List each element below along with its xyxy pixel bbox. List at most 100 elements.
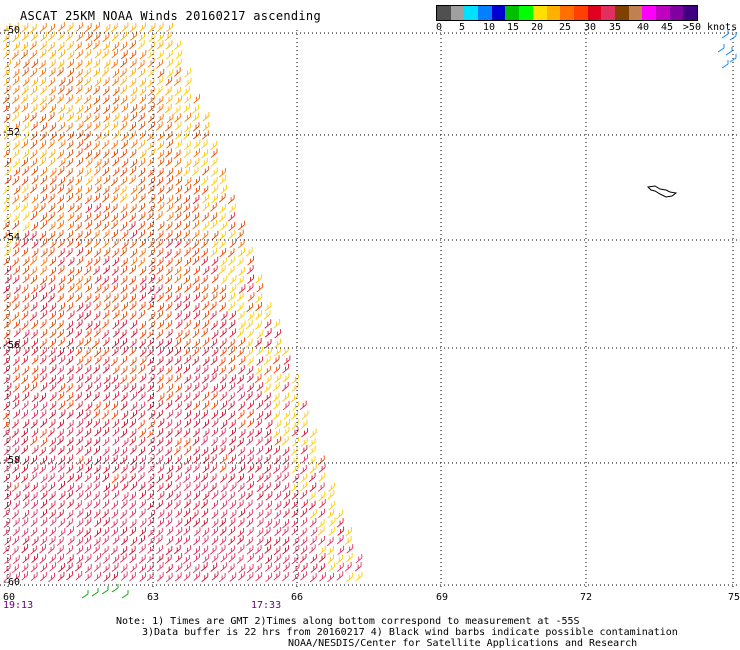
- wind-barb: [219, 292, 226, 303]
- wind-barb: [182, 329, 190, 340]
- wind-barb: [281, 463, 289, 473]
- wind-barb: [48, 445, 56, 455]
- wind-barb: [12, 212, 20, 223]
- wind-barb: [21, 284, 29, 294]
- wind-barb: [299, 490, 307, 500]
- wind-barb: [57, 391, 65, 401]
- wind-barb: [76, 22, 83, 32]
- wind-barb: [274, 419, 282, 430]
- wind-barb: [238, 247, 246, 258]
- wind-barb: [156, 329, 163, 339]
- wind-barb: [165, 221, 173, 231]
- wind-barb: [165, 76, 173, 86]
- wind-barb: [13, 409, 20, 419]
- wind-barb: [193, 176, 200, 186]
- wind-barb: [166, 409, 174, 420]
- wind-barb: [193, 365, 201, 375]
- wind-barb: [139, 356, 147, 366]
- wind-barb: [265, 572, 273, 583]
- wind-barb: [111, 76, 119, 87]
- wind-barb: [238, 401, 245, 411]
- wind-barb: [254, 563, 262, 573]
- wind-barb: [139, 77, 146, 88]
- wind-barb: [120, 401, 128, 411]
- wind-barb: [85, 220, 93, 230]
- wind-barb: [21, 310, 29, 321]
- wind-barb: [290, 446, 298, 456]
- wind-barb: [264, 302, 272, 312]
- wind-barb: [40, 437, 48, 447]
- wind-barb: [193, 454, 201, 464]
- wind-barb: [219, 328, 227, 338]
- wind-barb: [12, 76, 20, 86]
- wind-barb: [21, 41, 28, 52]
- wind-barb: [3, 103, 11, 113]
- colorbar-tick-label: 25: [558, 22, 572, 33]
- wind-barb: [137, 383, 145, 394]
- island-coastline: [646, 185, 678, 198]
- wind-barb: [166, 526, 174, 536]
- wind-barb: [228, 410, 235, 421]
- colorbar-swatch: [614, 6, 629, 20]
- wind-barb: [13, 347, 21, 357]
- wind-barb: [56, 536, 64, 546]
- wind-barb: [3, 40, 10, 51]
- wind-barb: [229, 374, 236, 384]
- wind-barb: [22, 455, 30, 466]
- wind-barb: [218, 445, 226, 455]
- wind-barb: [29, 149, 37, 160]
- wind-barb: [220, 221, 227, 231]
- wind-barb: [94, 131, 102, 142]
- wind-barb: [156, 544, 163, 555]
- wind-barb: [102, 265, 110, 275]
- wind-barb: [120, 365, 128, 375]
- wind-barb: [92, 113, 100, 123]
- wind-barb: [157, 157, 165, 167]
- wind-barb: [11, 293, 19, 303]
- wind-barb: [157, 346, 164, 356]
- wind-barb: [130, 248, 137, 259]
- wind-barb: [228, 212, 235, 222]
- wind-barb: [30, 527, 38, 537]
- wind-barb: [129, 374, 137, 384]
- wind-barb: [11, 482, 19, 492]
- wind-barb: [156, 409, 163, 420]
- wind-barb: [209, 545, 217, 555]
- wind-barb: [3, 212, 11, 223]
- wind-barb: [165, 437, 173, 447]
- wind-barb: [211, 347, 219, 357]
- colorbar-swatch: [601, 6, 615, 20]
- wind-barb: [101, 329, 109, 340]
- wind-barb: [210, 437, 218, 447]
- wind-barb: [220, 553, 228, 563]
- wind-barb: [31, 319, 38, 330]
- wind-barb: [3, 67, 10, 78]
- wind-barb: [166, 68, 174, 78]
- wind-barb: [291, 382, 299, 392]
- wind-barb: [184, 184, 191, 194]
- wind-barb: [256, 517, 264, 528]
- wind-barb: [183, 338, 191, 348]
- wind-barb: [120, 148, 127, 159]
- wind-barb: [139, 347, 147, 357]
- colorbar-swatch: [683, 6, 698, 20]
- wind-barb: [121, 113, 129, 123]
- wind-barb: [40, 175, 47, 185]
- wind-barb: [184, 257, 191, 267]
- wind-barb: [120, 292, 128, 303]
- wind-barb: [57, 184, 65, 194]
- wind-barb: [237, 544, 245, 554]
- wind-barb: [166, 202, 174, 213]
- wind-barb: [66, 230, 74, 240]
- wind-barb: [246, 563, 254, 574]
- wind-barb: [22, 122, 29, 132]
- wind-barb: [130, 139, 138, 149]
- wind-barb: [84, 428, 92, 438]
- wind-barb: [130, 391, 138, 401]
- wind-barb: [120, 563, 128, 574]
- wind-barb: [121, 301, 128, 312]
- wind-barb: [139, 275, 147, 285]
- wind-barb: [157, 149, 165, 160]
- wind-barb: [94, 284, 102, 294]
- wind-barb: [58, 139, 66, 150]
